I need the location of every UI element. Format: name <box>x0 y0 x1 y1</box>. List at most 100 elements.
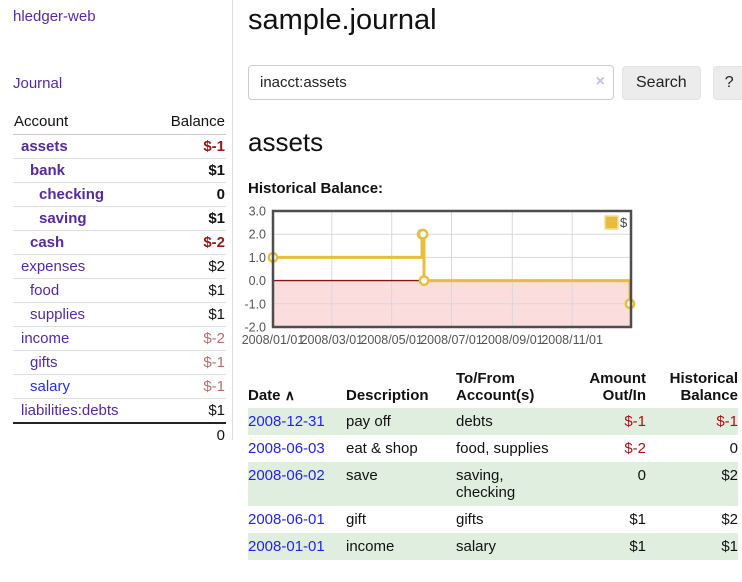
account-link[interactable]: income <box>21 330 70 347</box>
balance-chart: $3.0 2.0 1.0 0.0 -1.0 -2.0 2008/01/01 2008/03/0… <box>239 204 742 351</box>
legend-swatch <box>604 215 619 230</box>
account-row: assets $-1 <box>13 134 226 159</box>
legend-label: $ <box>620 215 628 230</box>
search-box: × <box>248 65 614 100</box>
account-row: liabilities:debts $1 <box>13 398 226 424</box>
register-row: 2008-12-31 pay off debts $-1 $-1 <box>248 408 738 435</box>
register-header-amount: Amount Out/In <box>589 370 646 404</box>
register-header-accounts: To/From Account(s) <box>456 370 535 404</box>
account-row: checking 0 <box>13 182 226 207</box>
register-date-link[interactable]: 2008-12-31 <box>248 413 325 430</box>
accounts-table: Account Balance assets $-1 bank $1 checking 0… <box>13 110 226 447</box>
register-tbody: 2008-12-31 pay off debts $-1 $-1 2008-06-03 ea… <box>248 408 738 560</box>
account-link[interactable]: checking <box>39 186 105 203</box>
register-date-link[interactable]: 2008-06-03 <box>248 440 325 457</box>
register-amount: $-1 <box>624 413 646 430</box>
register-description: income <box>346 538 395 555</box>
register-header-date[interactable]: Date ∧ <box>248 387 295 404</box>
sidebar-item-journal[interactable]: Journal <box>13 75 63 92</box>
register-description: eat & shop <box>346 440 418 457</box>
register-balance: 0 <box>729 440 738 457</box>
account-link[interactable]: salary <box>30 378 71 395</box>
account-link[interactable]: liabilities:debts <box>21 402 119 419</box>
account-link[interactable]: supplies <box>30 306 86 323</box>
account-row: saving $1 <box>13 206 226 231</box>
account-balance: $-1 <box>152 374 226 399</box>
register-header-balance: Historical Balance <box>669 370 738 404</box>
account-link[interactable]: gifts <box>30 354 58 371</box>
accounts-total-spacer <box>13 422 153 447</box>
page-title: sample.journal <box>248 4 437 36</box>
register-accounts: saving, checking <box>456 467 516 501</box>
account-balance: $-2 <box>152 326 226 351</box>
account-balance: $1 <box>152 302 226 327</box>
register-header-description: Description <box>346 387 429 404</box>
account-link[interactable]: bank <box>30 162 66 179</box>
register-balance: $2 <box>721 511 738 528</box>
register-description: save <box>346 467 378 484</box>
data-point-marker <box>417 228 429 240</box>
register-row: 2008-01-01 income salary $1 $1 <box>248 533 738 560</box>
account-link[interactable]: expenses <box>21 258 86 275</box>
account-balance: $-1 <box>152 134 226 159</box>
account-balance: $1 <box>152 398 226 424</box>
register-amount: $-2 <box>624 440 646 457</box>
app-title-link[interactable]: hledger-web <box>13 8 96 25</box>
search-input[interactable] <box>248 65 614 100</box>
accounts-tbody: assets $-1 bank $1 checking 0 saving $1 cash $-2 e… <box>13 134 226 424</box>
register-date-link[interactable]: 2008-01-01 <box>248 538 325 555</box>
account-row: income $-2 <box>13 326 226 351</box>
account-balance: $1 <box>152 206 226 231</box>
sort-ascending-icon: ∧ <box>284 387 295 403</box>
account-balance: $-1 <box>152 350 226 375</box>
clear-search-icon[interactable]: × <box>595 73 605 90</box>
account-balance: $1 <box>152 278 226 303</box>
y-tick-label: 0.0 <box>249 274 266 288</box>
y-tick-label: -2.0 <box>244 321 266 335</box>
register-date-link[interactable]: 2008-06-02 <box>248 467 325 484</box>
y-tick-label: -1.0 <box>244 297 266 311</box>
register-balance: $1 <box>721 538 738 555</box>
register-accounts: debts <box>456 413 493 430</box>
y-tick-label: 1.0 <box>249 251 266 265</box>
x-tick-label: 2008/05/01 <box>360 333 423 346</box>
account-link[interactable]: cash <box>30 234 65 251</box>
account-link[interactable]: assets <box>21 138 68 155</box>
register-table: Date ∧ Description To/From Account(s) Am… <box>248 368 738 560</box>
x-tick-label: 2008/01/01 <box>242 333 305 346</box>
data-point-marker <box>418 275 430 287</box>
search-button[interactable]: Search <box>622 65 701 100</box>
register-amount: $1 <box>629 511 646 528</box>
accounts-header-account: Account <box>13 110 153 135</box>
register-description: pay off <box>346 413 391 430</box>
register-balance: $-1 <box>716 413 738 430</box>
register-amount: $1 <box>629 538 646 555</box>
accounts-header-balance: Balance <box>152 110 226 135</box>
account-balance: $2 <box>152 254 226 279</box>
search-form: × Search ? <box>248 65 742 100</box>
sidebar: hledger-web Journal Account Balance asse… <box>0 0 233 447</box>
x-tick-label: 2008/03/01 <box>301 333 364 346</box>
accounts-total-row: 0 <box>13 422 226 447</box>
account-balance: $1 <box>152 158 226 183</box>
account-balance: $-2 <box>152 230 226 255</box>
register-accounts: food, supplies <box>456 440 549 457</box>
account-row: food $1 <box>13 278 226 303</box>
register-row: 2008-06-03 eat & shop food, supplies $-2 0 <box>248 435 738 462</box>
account-link[interactable]: food <box>30 282 60 299</box>
balance-chart-svg: $3.0 2.0 1.0 0.0 -1.0 -2.02008/01/012008/03/0… <box>242 205 636 347</box>
account-row: gifts $-1 <box>13 350 226 375</box>
account-link[interactable]: saving <box>39 210 87 227</box>
account-balance: 0 <box>152 182 226 207</box>
register-amount: 0 <box>637 467 646 484</box>
register-row: 2008-06-01 gift gifts $1 $2 <box>248 506 738 533</box>
account-row: cash $-2 <box>13 230 226 255</box>
y-tick-label: 2.0 <box>249 228 266 242</box>
main-content: sample.journal × Search ? assets Histori… <box>233 0 742 560</box>
register-date-link[interactable]: 2008-06-01 <box>248 511 325 528</box>
help-button[interactable]: ? <box>712 65 742 100</box>
register-accounts: gifts <box>456 511 484 528</box>
register-row: 2008-06-02 save saving, checking 0 $2 <box>248 462 738 506</box>
register-description: gift <box>346 511 367 528</box>
account-heading: assets <box>248 127 324 157</box>
